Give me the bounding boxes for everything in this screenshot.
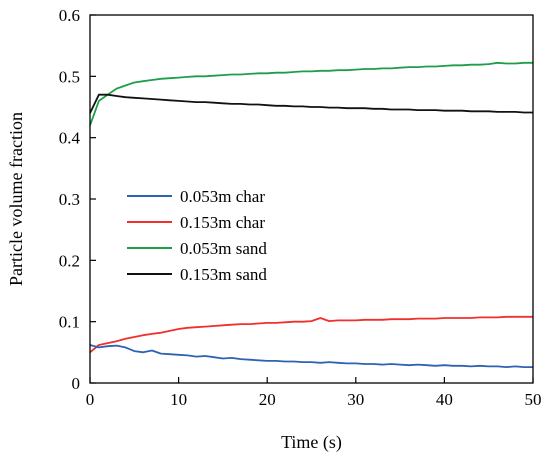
series-line-0-153m-char [89,315,533,353]
y-tick-label: 0.2 [59,251,80,270]
x-tick-label: 50 [525,390,542,409]
legend-label: 0.053m char [180,187,265,206]
series-line-0-153m-sand [89,93,533,114]
legend-label: 0.153m sand [180,265,267,284]
y-tick-label: 0.3 [59,190,80,209]
x-tick-label: 40 [436,390,453,409]
x-tick-label: 0 [86,390,95,409]
y-tick-label: 0.1 [59,313,80,332]
y-axis-title: Particle volume fraction [6,112,26,286]
y-tick-label: 0 [72,374,81,393]
series-line-0-053m-char [89,344,533,369]
y-tick-label: 0.5 [59,67,80,86]
x-tick-label: 10 [170,390,187,409]
x-tick-label: 30 [347,390,364,409]
axis-ticks: 0 10 20 30 40 50 0 0.1 0.2 0.3 0.4 0.5 0.6 [59,6,542,409]
x-axis-title: Time (s) [281,432,342,453]
x-tick-label: 20 [259,390,276,409]
plot-frame [89,14,534,384]
legend: 0.053m char 0.153m char 0.053m sand 0.153m … [127,187,267,284]
y-tick-label: 0.4 [59,129,81,148]
legend-label: 0.053m sand [180,239,267,258]
series-layer [89,61,533,369]
series-line-0-053m-sand [89,61,533,126]
legend-label: 0.153m char [180,213,265,232]
y-tick-label: 0.6 [59,6,80,25]
